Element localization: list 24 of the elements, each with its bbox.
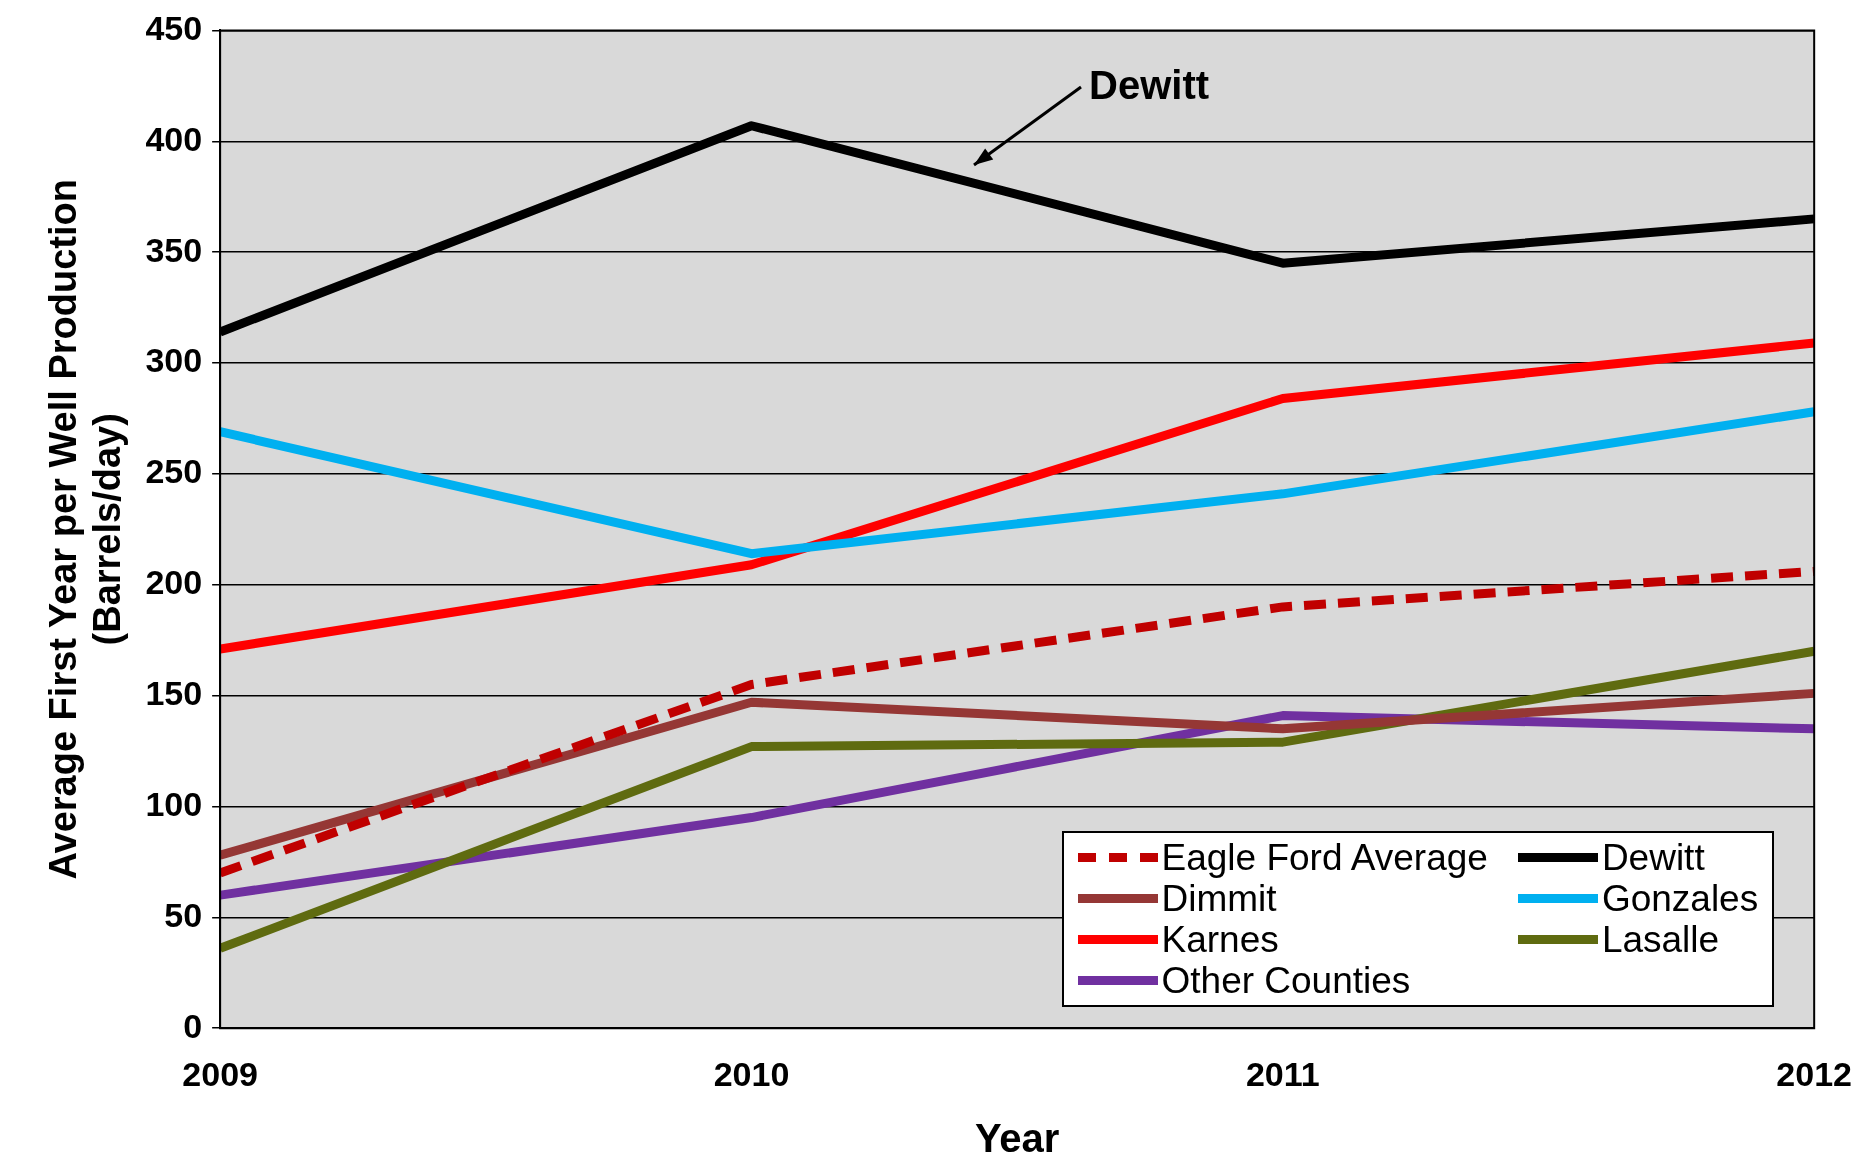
legend-label: Lasalle [1601, 919, 1720, 961]
x-tick-label: 2010 [713, 1054, 790, 1093]
y-tick-label: 450 [145, 8, 203, 47]
legend-label: Other Counties [1161, 960, 1411, 1002]
y-tick-label: 400 [145, 119, 203, 158]
x-tick-label: 2012 [1776, 1054, 1852, 1093]
legend-label: Eagle Ford Average [1161, 837, 1488, 879]
y-tick-label: 150 [145, 673, 203, 712]
y-tick-label: 300 [145, 341, 203, 380]
y-tick-label: 0 [183, 1006, 203, 1045]
y-tick-label: 200 [145, 563, 203, 602]
x-axis-title: Year [974, 1116, 1060, 1161]
legend-label: Gonzales [1601, 878, 1759, 920]
x-tick-label: 2011 [1245, 1054, 1320, 1093]
y-tick-label: 250 [145, 452, 203, 491]
y-tick-label: 100 [145, 784, 203, 823]
y-tick-label: 50 [164, 895, 203, 934]
annotation: Dewitt [1089, 63, 1210, 109]
y-tick-label: 350 [145, 230, 203, 269]
legend-label: Karnes [1161, 919, 1279, 961]
legend-label: Dimmit [1161, 878, 1277, 920]
y-axis-title: Average First Year per Well Production (Barrels/day) [42, 179, 129, 880]
x-tick-label: 2009 [182, 1054, 258, 1093]
legend-label: Dewitt [1601, 837, 1705, 879]
